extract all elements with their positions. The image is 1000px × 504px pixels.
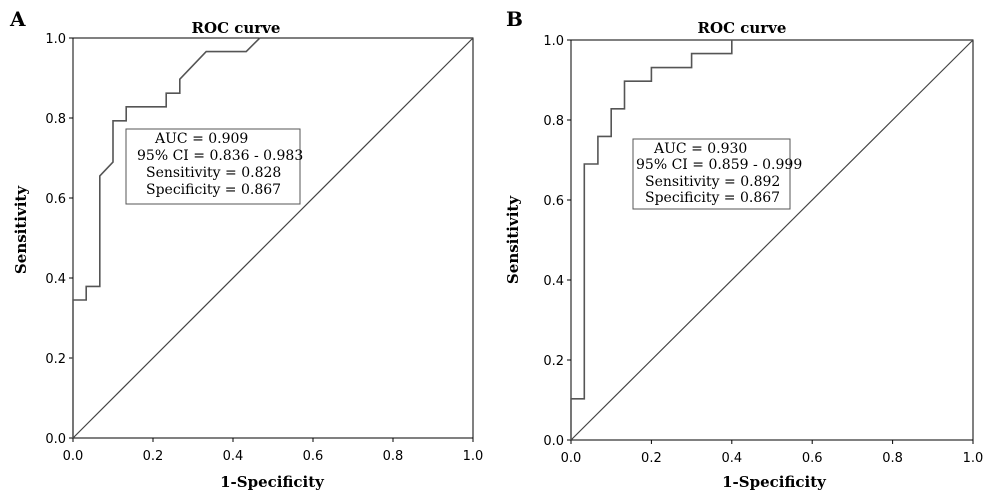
- annotation-ci: 95% CI = 0.836 - 0.983: [137, 148, 303, 164]
- annotation-specificity: Specificity = 0.867: [645, 190, 780, 206]
- panel-letter: A: [9, 7, 26, 31]
- y-tick-label: 0.4: [543, 274, 564, 289]
- x-tick-label: 0.0: [561, 451, 582, 466]
- stats-box: AUC = 0.930 95% CI = 0.859 - 0.999 Sensi…: [632, 138, 802, 210]
- x-ticks: 0.0 0.2 0.4 0.6 0.8 1.0: [63, 438, 484, 464]
- series-group: [570, 39, 974, 441]
- y-tick-label: 0.0: [45, 432, 66, 447]
- chart-title: ROC curve: [698, 19, 787, 37]
- annotation-ci: 95% CI = 0.859 - 0.999: [636, 157, 802, 173]
- reference-diagonal-line: [72, 37, 474, 439]
- x-tick-label: 1.0: [963, 451, 984, 466]
- series-group: [72, 37, 474, 439]
- x-axis-label: 1-Specificity: [220, 473, 325, 491]
- x-tick-label: 0.2: [143, 449, 164, 464]
- y-tick-label: 0.6: [45, 192, 66, 207]
- annotation-specificity: Specificity = 0.867: [146, 182, 281, 198]
- x-tick-label: 0.0: [63, 449, 84, 464]
- roc-curve-line: [72, 37, 473, 438]
- x-tick-label: 0.8: [383, 449, 404, 464]
- x-tick-label: 0.4: [721, 451, 742, 466]
- annotation-sensitivity: Sensitivity = 0.828: [146, 165, 281, 181]
- y-tick-label: 0.0: [543, 434, 564, 449]
- stats-box-frame: [632, 138, 791, 210]
- roc-curve-line: [570, 39, 973, 440]
- y-tick-label: 0.4: [45, 272, 66, 287]
- stats-box: AUC = 0.909 95% CI = 0.836 - 0.983 Sensi…: [125, 128, 303, 205]
- x-tick-label: 0.8: [882, 451, 903, 466]
- stats-box-frame: [125, 128, 301, 205]
- x-tick-label: 0.6: [802, 451, 823, 466]
- x-tick-label: 0.2: [641, 451, 662, 466]
- x-ticks: 0.0 0.2 0.4 0.6 0.8 1.0: [561, 440, 984, 466]
- annotation-auc: AUC = 0.909: [154, 131, 248, 147]
- y-tick-label: 0.2: [543, 354, 564, 369]
- panel-letter: B: [506, 7, 523, 31]
- y-axis-label: Sensitivity: [12, 185, 30, 274]
- chart-title: ROC curve: [192, 19, 281, 37]
- y-tick-label: 1.0: [543, 34, 564, 49]
- roc-panel-b: B ROC curve 1-Specificity Sensitivity 0.…: [504, 7, 983, 491]
- x-axis-label: 1-Specificity: [722, 473, 827, 491]
- y-tick-label: 0.8: [543, 114, 564, 129]
- x-tick-label: 0.6: [303, 449, 324, 464]
- y-tick-label: 0.8: [45, 112, 66, 127]
- annotation-auc: AUC = 0.930: [653, 141, 747, 157]
- reference-diagonal-line: [570, 39, 974, 441]
- x-tick-label: 0.4: [223, 449, 244, 464]
- roc-panel-a: A ROC curve 1-Specificity Sensitivity 0.…: [9, 7, 483, 491]
- y-tick-label: 0.2: [45, 352, 66, 367]
- annotation-sensitivity: Sensitivity = 0.892: [645, 174, 780, 190]
- y-tick-label: 1.0: [45, 32, 66, 47]
- y-tick-label: 0.6: [543, 194, 564, 209]
- y-ticks: 0.0 0.2 0.4 0.6 0.8 1.0: [543, 34, 571, 449]
- y-ticks: 0.0 0.2 0.4 0.6 0.8 1.0: [45, 32, 73, 447]
- y-axis-label: Sensitivity: [504, 195, 522, 284]
- x-tick-label: 1.0: [463, 449, 484, 464]
